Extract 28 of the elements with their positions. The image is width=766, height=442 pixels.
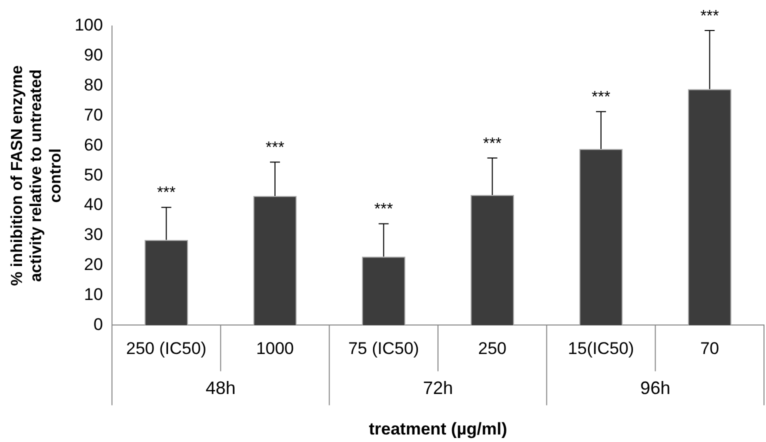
- y-tick-label: 40: [84, 195, 103, 214]
- annotation: ***: [374, 201, 393, 218]
- y-tick-label: 70: [84, 105, 103, 124]
- y-tick-label: 20: [84, 255, 103, 274]
- x-axis-title: treatment (µg/ml): [368, 419, 508, 438]
- annotation: ***: [700, 8, 720, 25]
- y-tick-label: 10: [84, 284, 103, 304]
- y-tick-label: 100: [74, 16, 103, 35]
- x-tick-label: 75 (IC50): [348, 339, 420, 358]
- x-tick-label: 250: [478, 339, 507, 358]
- annotation: ***: [482, 135, 502, 152]
- y-tick-label: 50: [84, 165, 103, 184]
- annotation: ***: [592, 88, 610, 106]
- x-tick-label: 1000: [256, 339, 294, 358]
- y-tick-label: 60: [84, 135, 103, 154]
- text: 72h: [422, 378, 454, 398]
- x-tick-label: 250 (IC50): [126, 339, 206, 358]
- y-tick-label: 80: [84, 76, 103, 95]
- y-tick-label: 0: [93, 314, 103, 334]
- text: 96h: [640, 378, 670, 398]
- y-axis-title: % inhibition of FASN enzyme activity relative to untreated control: [9, 65, 64, 286]
- x-tick-label: 15(IC50): [568, 339, 634, 358]
- y-tick-label: 30: [84, 225, 103, 244]
- y-tick-label: 90: [84, 46, 103, 65]
- annotation: ***: [266, 140, 284, 157]
- x-tick-label: 70: [700, 339, 720, 358]
- text: 48h: [206, 378, 236, 398]
- annotation: ***: [156, 184, 176, 202]
